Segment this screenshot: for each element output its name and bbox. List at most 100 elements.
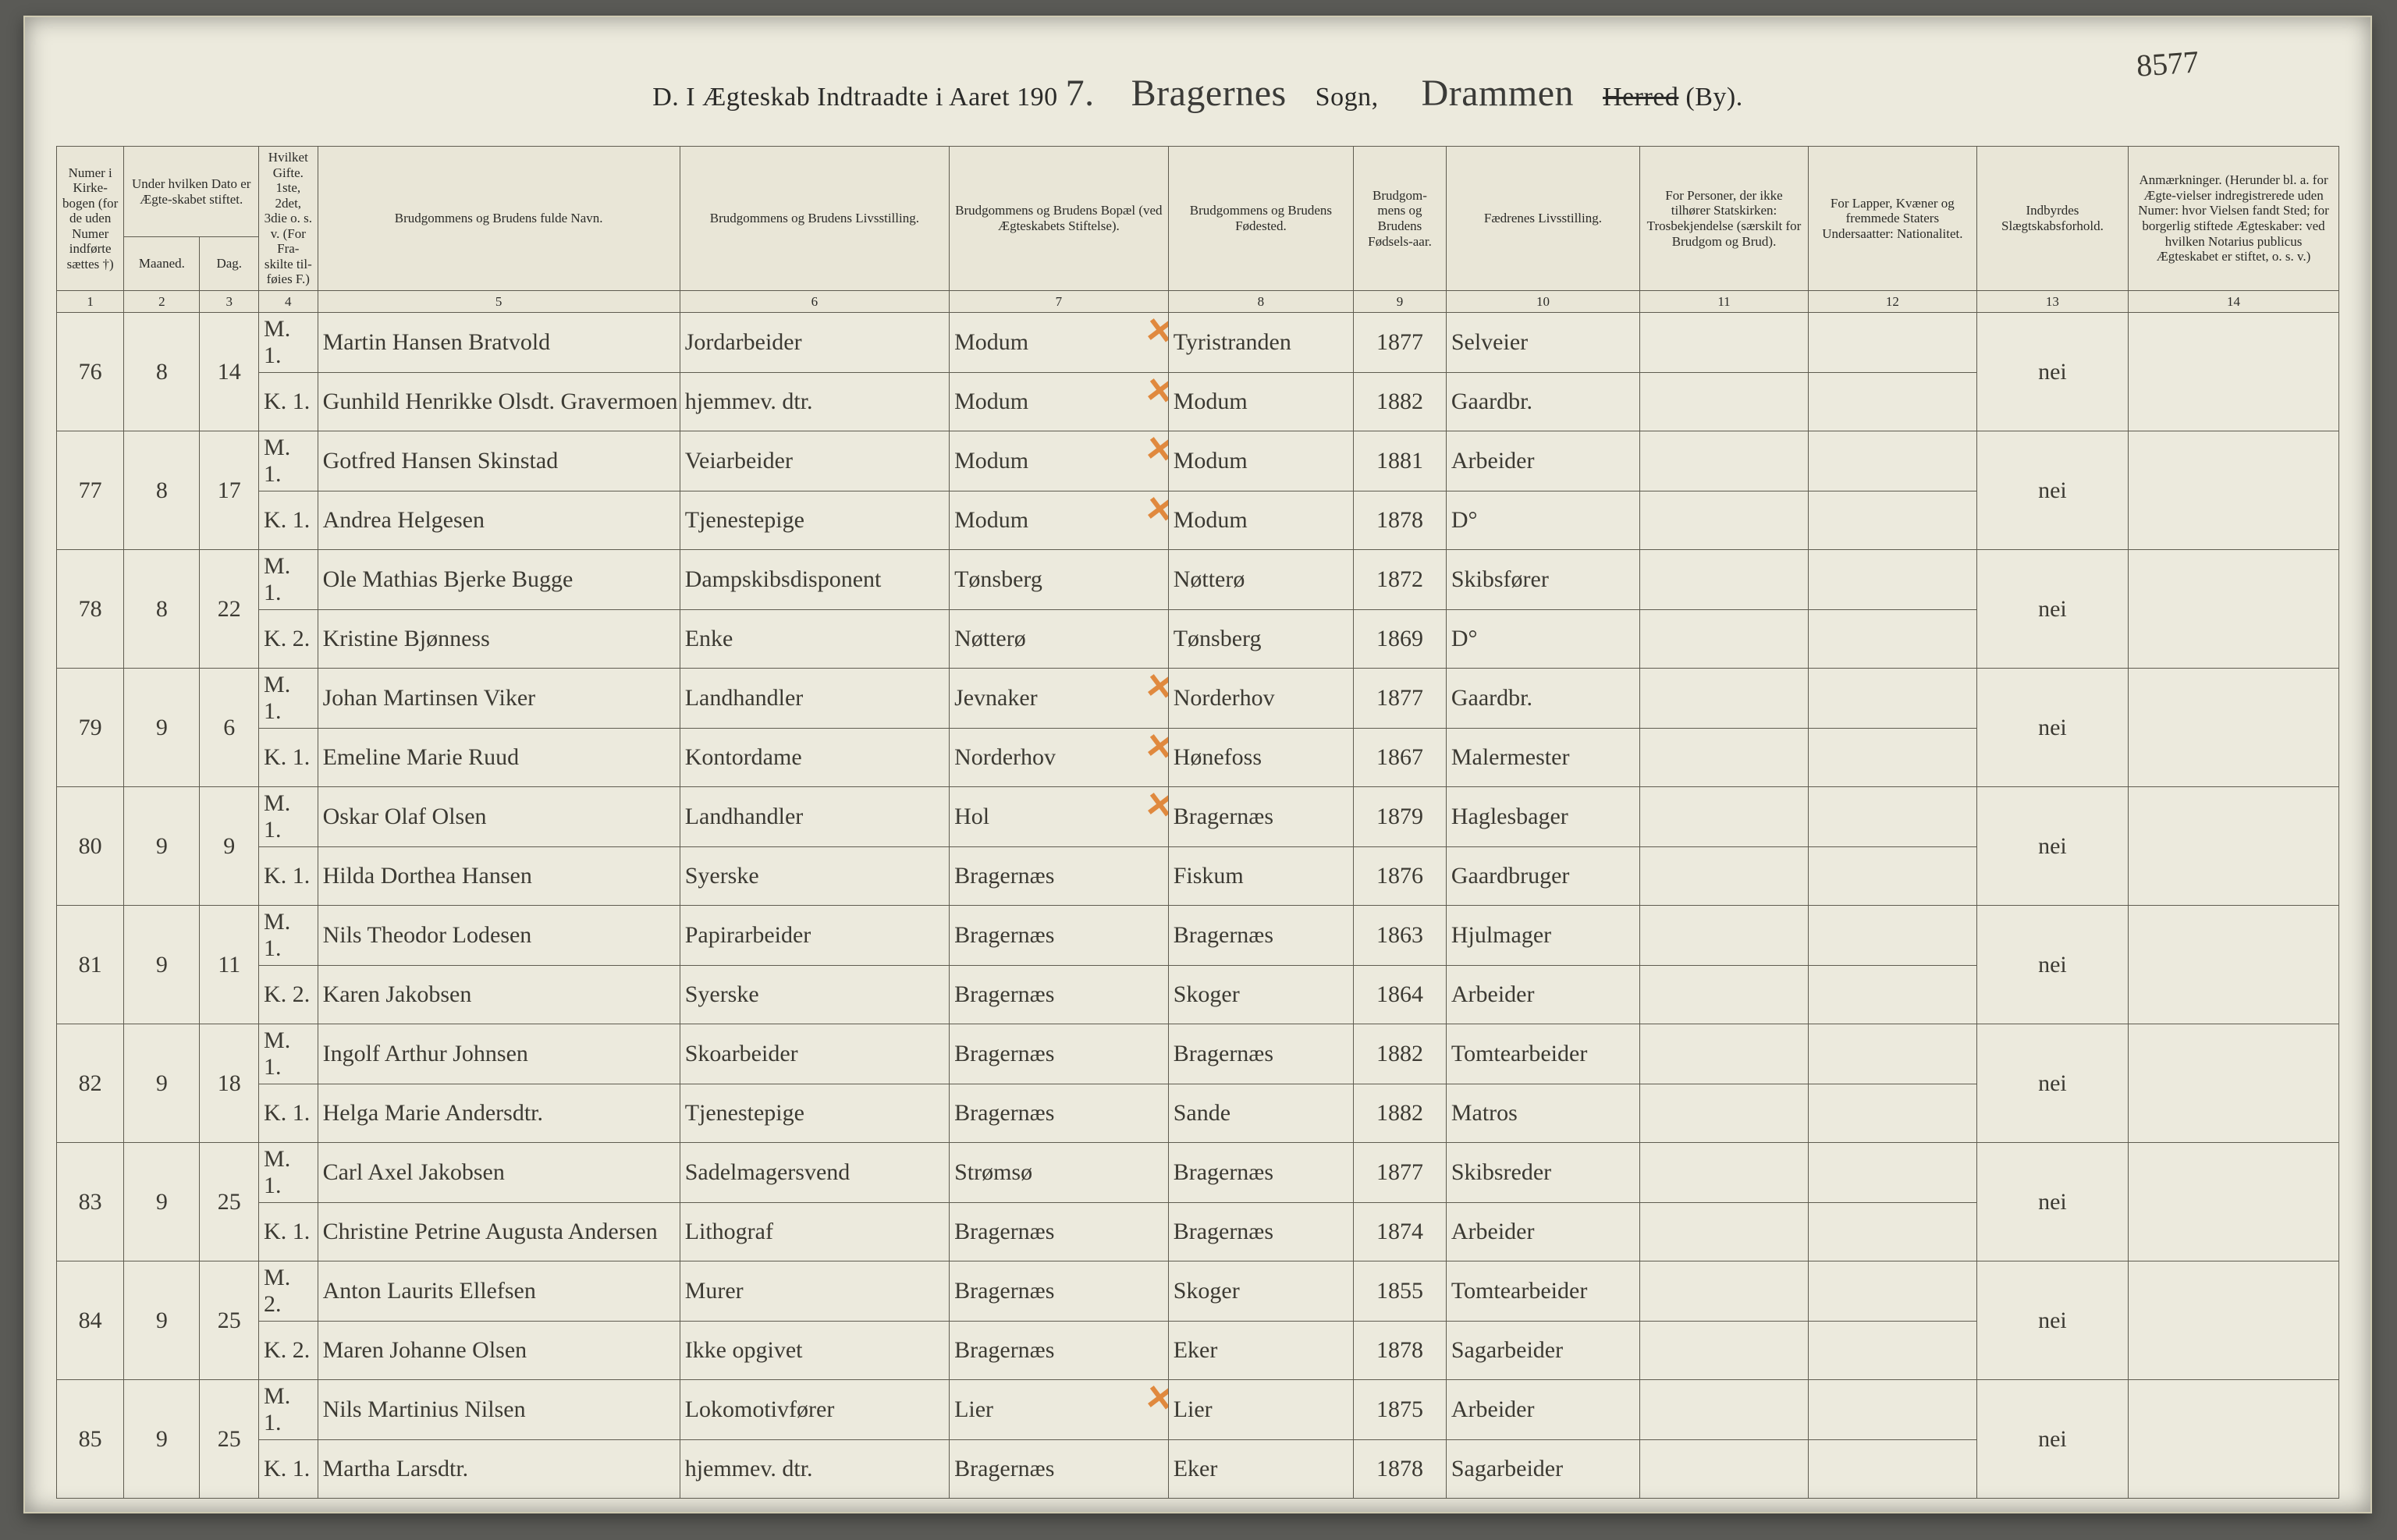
cell-faedre-k: D° [1446, 491, 1639, 550]
cell-navn-k: Martha Larsdtr. [318, 1440, 680, 1499]
cell-foedested-k: Eker [1168, 1322, 1353, 1380]
cell-bopael-k: Bragernæs [950, 1322, 1169, 1380]
cell-gifte-m: M. 1. [259, 1024, 318, 1084]
cell-still-k: Ikke opgivet [680, 1322, 949, 1380]
cell-dag: 11 [200, 906, 259, 1024]
cell-faedre-k: Arbeider [1446, 966, 1639, 1024]
cell-anm [2129, 1143, 2339, 1261]
cell-maaned: 9 [124, 906, 200, 1024]
th-livsstilling: Brudgommens og Brudens Livsstilling. [680, 147, 949, 291]
record-row-groom: 81911M. 1.Nils Theodor LodesenPapirarbei… [57, 906, 2339, 966]
orange-x-icon: × [1144, 491, 1168, 533]
cell-still-m: Jordarbeider [680, 313, 949, 373]
cell-bopael-m: Lier× [950, 1380, 1169, 1440]
cell-faedre-k: Sagarbeider [1446, 1440, 1639, 1499]
cell-gifte-m: M. 1. [259, 1380, 318, 1440]
cell-gifte-k: K. 1. [259, 1084, 318, 1143]
cell-slaegt: nei [1976, 1143, 2128, 1261]
cell-maaned: 8 [124, 550, 200, 669]
record-row-groom: 85925M. 1.Nils Martinius NilsenLokomotiv… [57, 1380, 2339, 1440]
cell-tros-m [1640, 906, 1809, 966]
cell-faedre-m: Skibsfører [1446, 550, 1639, 610]
cell-aar-m: 1877 [1354, 669, 1447, 729]
cell-anm [2129, 669, 2339, 787]
cell-bopael-m: Modum× [950, 431, 1169, 491]
th-num-13: 13 [1976, 290, 2128, 313]
cell-navn-k: Emeline Marie Ruud [318, 729, 680, 787]
th-num-12: 12 [1808, 290, 1976, 313]
cell-faedre-m: Tomtearbeider [1446, 1261, 1639, 1322]
cell-still-m: Landhandler [680, 787, 949, 847]
page-number: 8577 [2136, 46, 2200, 81]
th-num-5: 5 [318, 290, 680, 313]
cell-dag: 17 [200, 431, 259, 550]
cell-navn-k: Hilda Dorthea Hansen [318, 847, 680, 906]
cell-slaegt: nei [1976, 550, 2128, 669]
cell-bopael-k: Bragernæs [950, 1440, 1169, 1499]
cell-navn-k: Helga Marie Andersdtr. [318, 1084, 680, 1143]
cell-still-k: Lithograf [680, 1203, 949, 1261]
cell-still-k: hjemmev. dtr. [680, 1440, 949, 1499]
cell-still-m: Skoarbeider [680, 1024, 949, 1084]
cell-tros-m [1640, 1380, 1809, 1440]
cell-tros-m [1640, 313, 1809, 373]
cell-no: 78 [57, 550, 124, 669]
cell-nat-m [1808, 1380, 1976, 1440]
cell-aar-k: 1876 [1354, 847, 1447, 906]
th-slaegt: Indbyrdes Slægtskabsforhold. [1976, 147, 2128, 291]
record-row-groom: 82918M. 1.Ingolf Arthur JohnsenSkoarbeid… [57, 1024, 2339, 1084]
cell-nat-m [1808, 1143, 1976, 1203]
cell-still-k: Syerske [680, 966, 949, 1024]
record-row-groom: 76814M. 1.Martin Hansen BratvoldJordarbe… [57, 313, 2339, 373]
cell-slaegt: nei [1976, 669, 2128, 787]
cell-tros-m [1640, 1143, 1809, 1203]
cell-tros-m [1640, 1261, 1809, 1322]
cell-bopael-k: Nøtterø [950, 610, 1169, 669]
cell-navn-m: Nils Theodor Lodesen [318, 906, 680, 966]
cell-faedre-k: Sagarbeider [1446, 1322, 1639, 1380]
cell-tros-k [1640, 1203, 1809, 1261]
cell-slaegt: nei [1976, 313, 2128, 431]
cell-navn-m: Johan Martinsen Viker [318, 669, 680, 729]
cell-aar-k: 1878 [1354, 1322, 1447, 1380]
cell-aar-m: 1877 [1354, 313, 1447, 373]
cell-aar-k: 1874 [1354, 1203, 1447, 1261]
cell-faedre-m: Skibsreder [1446, 1143, 1639, 1203]
th-anm: Anmærkninger. (Herunder bl. a. for Ægte-… [2129, 147, 2339, 291]
cell-still-m: Murer [680, 1261, 949, 1322]
cell-tros-k [1640, 1084, 1809, 1143]
cell-foedested-m: Norderhov [1168, 669, 1353, 729]
cell-nat-k [1808, 1440, 1976, 1499]
cell-slaegt: nei [1976, 1380, 2128, 1499]
cell-anm [2129, 313, 2339, 431]
cell-aar-m: 1879 [1354, 787, 1447, 847]
cell-gifte-m: M. 1. [259, 787, 318, 847]
cell-slaegt: nei [1976, 431, 2128, 550]
cell-no: 81 [57, 906, 124, 1024]
cell-tros-k [1640, 491, 1809, 550]
cell-nat-m [1808, 313, 1976, 373]
cell-nat-k [1808, 373, 1976, 431]
cell-aar-m: 1875 [1354, 1380, 1447, 1440]
title-prefix: D. I Ægteskab Indtraadte i Aaret 190 [652, 83, 1057, 112]
cell-tros-m [1640, 431, 1809, 491]
title-year-digit: 7. [1058, 73, 1103, 114]
cell-tros-k [1640, 1322, 1809, 1380]
cell-nat-m [1808, 550, 1976, 610]
cell-aar-m: 1863 [1354, 906, 1447, 966]
th-num-7: 7 [950, 290, 1169, 313]
cell-foedested-k: Fiskum [1168, 847, 1353, 906]
cell-foedested-k: Modum [1168, 373, 1353, 431]
cell-anm [2129, 787, 2339, 906]
cell-nat-k [1808, 1322, 1976, 1380]
cell-faedre-m: Tomtearbeider [1446, 1024, 1639, 1084]
cell-no: 76 [57, 313, 124, 431]
cell-still-m: Landhandler [680, 669, 949, 729]
cell-tros-k [1640, 373, 1809, 431]
cell-aar-k: 1864 [1354, 966, 1447, 1024]
cell-still-m: Dampskibsdisponent [680, 550, 949, 610]
cell-still-m: Sadelmagersvend [680, 1143, 949, 1203]
cell-bopael-m: Tønsberg [950, 550, 1169, 610]
cell-slaegt: nei [1976, 1261, 2128, 1380]
cell-navn-m: Gotfred Hansen Skinstad [318, 431, 680, 491]
